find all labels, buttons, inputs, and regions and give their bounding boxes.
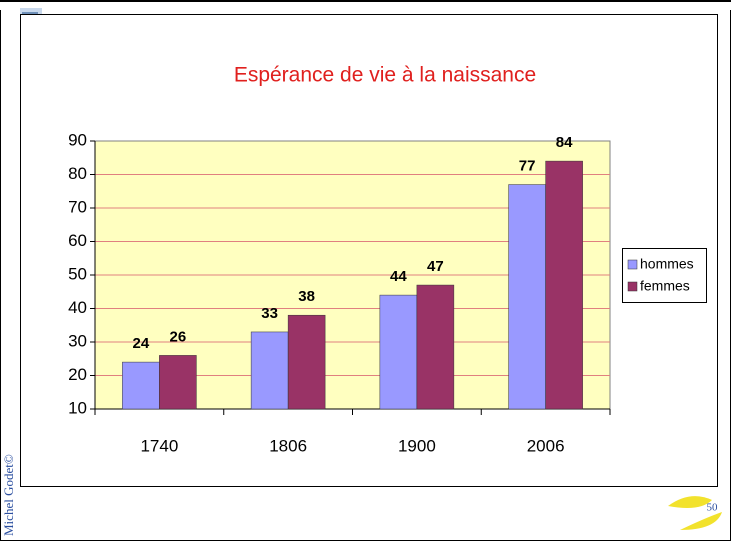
page-number: 50: [707, 502, 719, 514]
bar: [379, 294, 418, 410]
author: Michel Godet©: [1, 454, 16, 536]
data-label: 77: [519, 158, 536, 175]
data-label: 24: [133, 335, 150, 352]
legend-swatch: [627, 281, 638, 292]
bar: [122, 361, 160, 410]
bar: [416, 284, 455, 410]
bar: [250, 331, 289, 410]
data-label: 33: [261, 305, 278, 322]
y-tick-label: 40: [68, 298, 87, 317]
x-tick-label: 1740: [140, 436, 178, 455]
bar: [159, 355, 197, 410]
legend-label: femmes: [640, 278, 690, 294]
y-tick-label: 50: [68, 264, 87, 283]
bar: [287, 314, 326, 410]
footer-logo: [668, 496, 722, 530]
legend-label: hommes: [640, 256, 694, 272]
data-label: 44: [390, 268, 407, 285]
y-tick-label: 20: [68, 365, 87, 384]
data-label: 47: [427, 258, 444, 275]
bar: [508, 184, 546, 410]
y-tick-label: 90: [68, 130, 87, 149]
top-margin: [0, 0, 731, 10]
chart-title: Espérance de vie à la naissance: [234, 64, 536, 87]
data-label: 84: [556, 134, 573, 151]
y-tick-label: 80: [68, 164, 87, 183]
y-tick-label: 30: [68, 331, 87, 350]
footer-swoosh: [668, 496, 712, 508]
legend-swatch: [627, 259, 638, 270]
x-tick-label: 1900: [398, 436, 436, 455]
legend: [622, 248, 707, 303]
x-tick-label: 2006: [527, 436, 565, 455]
footer-swoosh: [680, 512, 722, 530]
y-tick-label: 60: [68, 231, 87, 250]
data-label: 26: [170, 328, 187, 345]
x-tick-label: 1806: [269, 436, 307, 455]
bar: [545, 160, 583, 410]
y-tick-label: 10: [68, 398, 87, 417]
data-label: 38: [298, 288, 315, 305]
y-tick-label: 70: [68, 197, 87, 216]
